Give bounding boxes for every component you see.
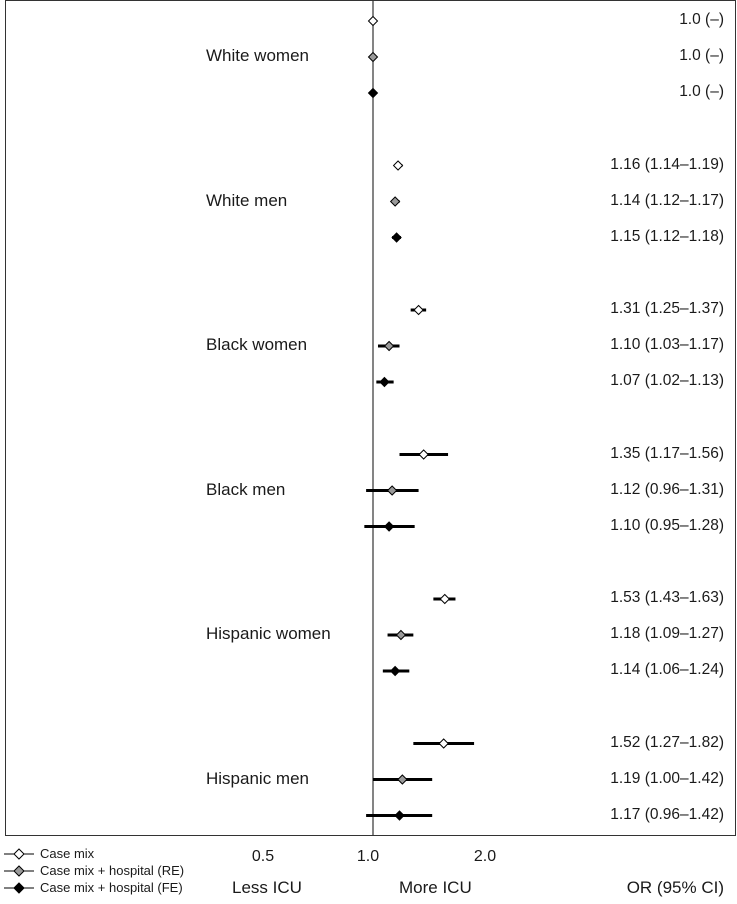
or-ci-label: 1.07 (1.02–1.13) xyxy=(610,372,724,389)
or-ci-label: 1.31 (1.25–1.37) xyxy=(610,300,724,317)
legend-item-case-mix-hospital-fe: Case mix + hospital (FE) xyxy=(4,879,184,896)
or-ci-label: 1.0 (–) xyxy=(679,11,724,28)
or-ci-label: 1.17 (0.96–1.42) xyxy=(610,805,724,823)
group-label: Black men xyxy=(206,479,286,499)
or-point xyxy=(394,810,405,821)
or-point xyxy=(395,629,407,641)
group-label: Hispanic women xyxy=(206,624,331,643)
legend-item-case-mix: Case mix xyxy=(4,845,184,862)
legend-gray-diamond-icon xyxy=(4,864,34,877)
or-point xyxy=(367,87,379,99)
group-label: White men xyxy=(206,190,288,210)
x-caption-less-icu: Less ICU xyxy=(232,878,302,897)
or-point xyxy=(413,304,424,316)
or-point xyxy=(389,665,401,677)
or-point xyxy=(379,376,390,388)
or-point xyxy=(386,485,398,496)
or-point xyxy=(397,774,408,785)
legend-label: Case mix + hospital (FE) xyxy=(40,880,183,895)
or-ci-label: 1.35 (1.17–1.56) xyxy=(610,444,724,462)
or-ci-label: 1.19 (1.00–1.42) xyxy=(610,769,724,787)
group-label: White women xyxy=(206,46,309,65)
legend-open-diamond-icon xyxy=(4,847,34,860)
or-point xyxy=(391,232,402,243)
or-ci-label: 1.0 (–) xyxy=(679,47,724,64)
or-ci-label: 1.52 (1.27–1.82) xyxy=(610,733,724,751)
plot-marks xyxy=(364,15,475,821)
or-ci-label: 1.10 (0.95–1.28) xyxy=(610,516,724,534)
or-point xyxy=(367,51,379,63)
or-ci-label: 1.14 (1.06–1.24) xyxy=(610,661,724,678)
group-label: Hispanic men xyxy=(206,768,309,788)
or-ci-label: 1.15 (1.12–1.18) xyxy=(610,227,724,245)
or-point xyxy=(392,160,404,171)
or-point xyxy=(418,449,429,460)
legend-label: Case mix + hospital (RE) xyxy=(40,863,185,878)
legend: Case mix Case mix + hospital (RE) Case m… xyxy=(4,845,184,896)
or-point xyxy=(383,340,395,352)
or-point xyxy=(389,196,401,207)
x-tick-label: 1.0 xyxy=(356,848,380,865)
or-point xyxy=(383,521,395,532)
legend-item-case-mix-hospital-re: Case mix + hospital (RE) xyxy=(4,862,184,879)
group-label: Black women xyxy=(206,335,308,354)
or-point xyxy=(439,593,450,605)
or-ci-label: 1.53 (1.43–1.63) xyxy=(610,589,724,606)
or-ci-label: 1.18 (1.09–1.27) xyxy=(610,625,724,642)
or-ci-label: 1.12 (0.96–1.31) xyxy=(610,480,724,498)
legend-label: Case mix xyxy=(40,846,95,861)
plot-frame xyxy=(5,0,736,836)
or-ci-label: 1.14 (1.12–1.17) xyxy=(610,191,724,209)
or-ci-label: 1.0 (–) xyxy=(679,83,724,100)
or-ci-label: 1.10 (1.03–1.17) xyxy=(610,336,724,353)
or-ci-label: 1.16 (1.14–1.19) xyxy=(610,155,724,173)
x-tick-label: 2.0 xyxy=(473,848,497,865)
or-point xyxy=(367,15,379,27)
x-tick-label: 0.5 xyxy=(251,848,275,865)
column-label-or-ci: OR (95% CI) xyxy=(626,878,724,897)
x-caption-more-icu: More ICU xyxy=(399,878,472,897)
or-point xyxy=(438,738,449,749)
legend-filled-diamond-icon xyxy=(4,881,34,894)
